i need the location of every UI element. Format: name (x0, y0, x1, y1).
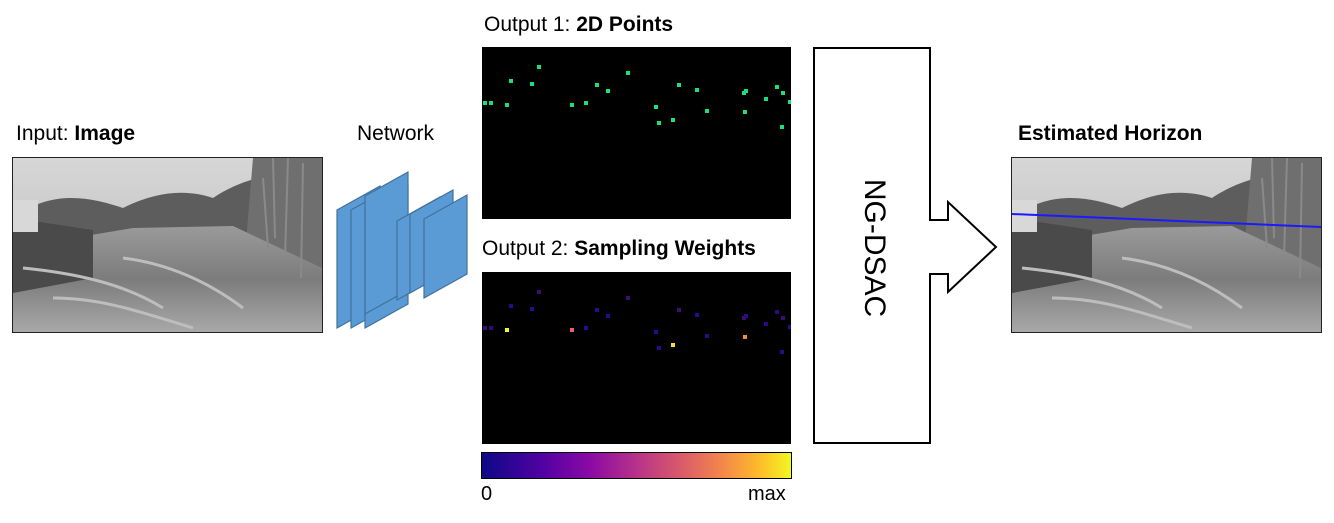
point-marker (626, 71, 630, 75)
point-marker (781, 91, 785, 95)
output2-label: Output 2: Sampling Weights (482, 237, 756, 260)
weight-marker (695, 313, 699, 317)
weight-marker (489, 326, 493, 330)
point-marker (671, 118, 675, 122)
river-scene (13, 158, 322, 332)
points-plot (483, 65, 791, 129)
weight-marker (705, 334, 709, 338)
output1-label: Output 1: 2D Points (484, 13, 674, 36)
point-marker (705, 109, 709, 113)
point-marker (744, 89, 748, 93)
weight-marker (781, 316, 785, 320)
weights-panel (482, 272, 791, 444)
weight-marker (509, 304, 513, 308)
ngdsac-arrow (813, 47, 998, 444)
colorbar-max-label: max (748, 483, 786, 505)
horizon-line (1012, 213, 1321, 228)
point-marker (489, 101, 493, 105)
point-marker (584, 101, 588, 105)
ngdsac-label: NG-DSAC (858, 178, 891, 318)
weight-marker (570, 328, 574, 332)
point-marker (695, 88, 699, 92)
point-marker (788, 100, 791, 104)
point-marker (537, 65, 541, 69)
weights-plot (483, 290, 791, 354)
weight-marker (505, 328, 509, 332)
network-layer-7 (423, 193, 468, 300)
weight-marker (530, 307, 534, 311)
weight-marker (657, 346, 661, 350)
weight-marker (764, 322, 768, 326)
point-marker (483, 101, 487, 105)
weight-marker (654, 330, 658, 334)
network-label: Network (357, 122, 435, 145)
point-marker (743, 110, 747, 114)
point-marker (780, 125, 784, 129)
weight-marker (780, 350, 784, 354)
point-marker (606, 89, 610, 93)
point-marker (509, 79, 513, 83)
point-marker (570, 103, 574, 107)
point-marker (775, 85, 779, 89)
weight-marker (671, 343, 675, 347)
point-marker (677, 83, 681, 87)
weight-marker (537, 290, 541, 294)
input-label: Input: Image (16, 122, 136, 145)
weight-marker (483, 326, 487, 330)
colorbar (481, 452, 792, 479)
point-marker (657, 121, 661, 125)
result-image (1011, 157, 1322, 333)
input-image (12, 157, 323, 333)
weight-marker (626, 296, 630, 300)
weight-marker (744, 314, 748, 318)
point-marker (764, 97, 768, 101)
weight-marker (584, 326, 588, 330)
point-marker (505, 103, 509, 107)
colorbar-min-label: 0 (481, 483, 493, 505)
result-label: Estimated Horizon (1018, 122, 1203, 145)
point-marker (654, 105, 658, 109)
weight-marker (677, 308, 681, 312)
network-diagram (336, 170, 468, 330)
point-marker (595, 83, 599, 87)
weight-marker (606, 314, 610, 318)
weight-marker (595, 308, 599, 312)
weight-marker (775, 310, 779, 314)
point-marker (530, 82, 534, 86)
weight-marker (788, 325, 791, 329)
river-scene-horizon (1012, 158, 1321, 332)
weight-marker (743, 335, 747, 339)
points-panel (482, 47, 791, 219)
